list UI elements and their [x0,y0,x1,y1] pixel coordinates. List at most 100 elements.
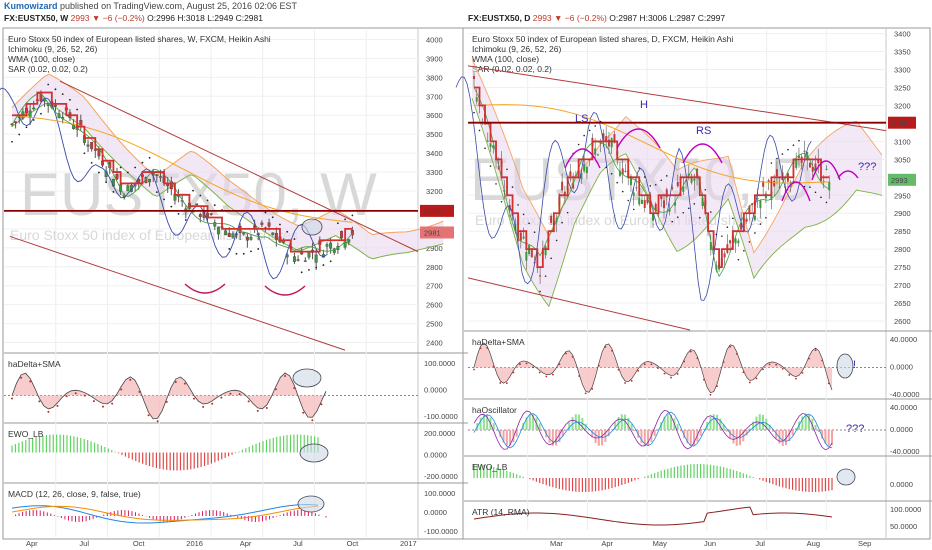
right-pane-tick: -40.0000 [890,447,920,456]
left-candle [314,254,318,263]
right-chikou-span [455,76,812,301]
left-hadelta-dot [20,376,23,379]
right-hadelta-dot [663,372,666,375]
right-hadelta-dot [525,362,528,365]
left-price-tick: 3600 [426,111,443,120]
left-sar-dot [148,156,151,159]
left-sar-dot [155,191,158,194]
right-symbol[interactable]: FX:EUSTX50, D [468,13,531,23]
left-hadelta-ellipse [292,368,322,388]
left-ewo-ellipse [299,443,329,463]
left-hadelta-dot [92,400,95,403]
left-sar-dot [25,126,28,129]
right-sar-dot [748,241,751,243]
outer-frame [2,27,931,540]
left-candle [195,203,199,205]
left-last: 2993 [70,13,90,23]
left-candle [148,178,152,183]
left-senkou-a [11,73,444,236]
right-price-tick: 2950 [894,191,911,200]
left-hadelta-dot [111,402,114,405]
left-hadelta-dot [11,397,13,400]
right-price-tick: 2700 [894,281,911,290]
right-sar-dot [522,213,525,216]
right-hadelta-dot [748,381,751,384]
right-candle [729,240,732,244]
left-hadelta-dot [174,381,177,384]
left-candle [126,185,130,192]
left-trend-lower [9,235,346,351]
right-candle [572,183,575,189]
right-hadelta-dot [519,363,521,366]
right-sar-dot [798,139,800,142]
right-price-tick: 3300 [894,66,911,75]
right-candle [492,145,495,149]
author-link[interactable]: Kumowizard [4,1,58,11]
right-candle [767,180,770,183]
right-sar-dot [478,129,481,132]
right-sar-dot [792,144,795,146]
right-sar-dot [710,211,712,213]
left-low: L:2949 [207,13,234,23]
right-legend-line: Euro Stoxx 50 index of European listed s… [472,34,733,44]
right-hadelta-dot [624,382,626,384]
right-candle [682,186,685,192]
right-candle [737,240,740,244]
left-hadelta-dot [165,400,168,403]
right-sar-dot [495,183,497,185]
left-price-tick: 3800 [426,73,443,82]
left-pane-tick: 0.0000 [424,386,447,395]
right-price-flag [888,173,916,186]
right-hadelta-dot [683,360,686,363]
right-sar-dot [550,257,552,260]
left-candle [97,150,101,157]
right-candle [663,200,666,209]
left-bottom-arc-1 [184,283,226,294]
left-hadelta-dot [138,390,141,393]
left-pane-tick: -200.0000 [424,472,458,481]
left-x-tick: Oct [347,539,360,548]
right-candle [635,187,638,189]
left-sar-dot [134,166,137,169]
right-pane-title: ATR (14, RMA) [472,507,530,517]
right-hadelta-ellipse [836,353,854,379]
left-candle [14,121,18,123]
right-low: L:2987 [669,13,696,23]
left-x-tick: Jul [293,539,303,548]
right-sar-dot [693,203,696,205]
left-hadelta-dot [83,394,86,397]
left-candle [296,259,300,261]
right-hadelta-dot [578,375,581,377]
left-hadelta-dot [302,411,305,414]
right-candle [563,191,566,196]
right-sar-dot [616,181,618,184]
left-legend-line: SAR (0.02, 0.02, 0.2) [8,64,88,74]
right-pattern-arc-last [837,170,859,179]
right-sar-dot [583,134,585,137]
left-symbol[interactable]: FX:EUSTX50, W [4,13,69,23]
right-candle [745,218,748,222]
right-sar-dot [759,223,762,225]
left-x-tick: Jul [79,539,89,548]
right-sar-dot [732,217,734,220]
right-hadelta-dot [512,371,515,374]
left-sar-dot [199,194,202,197]
left-bottom-arc-2 [264,285,306,296]
left-hadelta-dot [229,392,232,395]
right-candle [676,181,679,187]
left-macd-ellipse [297,495,325,513]
right-pattern-arc [564,148,601,169]
right-price-tick: 2750 [894,263,911,272]
right-candle [561,181,564,191]
right-price-tick: 2600 [894,317,911,326]
right-hadelta-dot [637,369,640,372]
right-hadelta-dot [689,350,692,353]
right-candle [665,189,668,198]
right-trend-upper [467,65,887,132]
right-candle [550,215,553,224]
left-sar-dot [90,162,93,164]
right-candle [519,232,522,241]
right-candle [762,181,765,187]
left-sar-dot [170,205,173,208]
